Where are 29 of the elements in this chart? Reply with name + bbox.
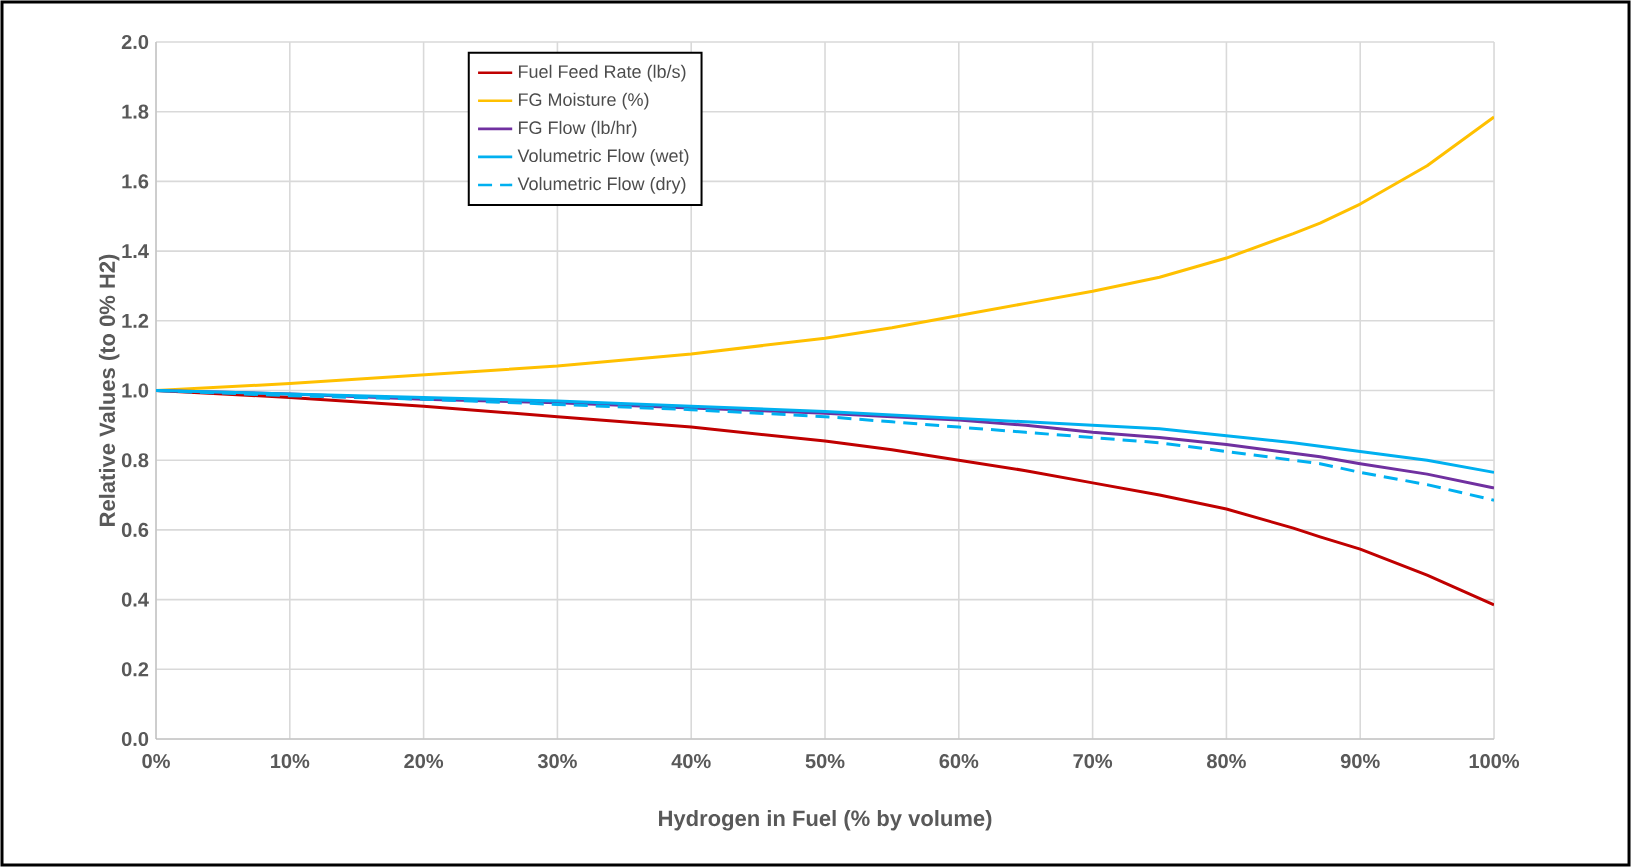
y-tick-label: 2.0: [121, 34, 149, 50]
legend-label: Volumetric Flow (wet): [517, 148, 689, 166]
y-tick-label: 0.2: [121, 662, 149, 677]
y-tick-label: 0.8: [121, 453, 149, 468]
x-tick-label: 80%: [1207, 754, 1246, 769]
x-tick-label: 30%: [537, 754, 577, 769]
x-axis-title: Hydrogen in Fuel (% by volume): [659, 810, 992, 831]
y-tick-label: 1.0: [122, 383, 149, 398]
y-tick-label: 1.6: [122, 174, 149, 189]
legend-label: FG Flow (lb/hr): [518, 120, 637, 138]
y-tick-label: 0.0: [121, 731, 149, 747]
y-tick-label: 1.2: [122, 313, 149, 328]
x-tick-label: 50%: [805, 754, 845, 769]
x-tick-label: 70%: [1073, 754, 1113, 769]
x-tick-label: 60%: [939, 754, 979, 769]
y-tick-label: 1.4: [122, 244, 149, 258]
y-tick-label: 1.8: [122, 104, 149, 119]
x-tick-label: 20%: [404, 754, 444, 769]
x-tick-label: 100%: [1469, 754, 1520, 769]
y-axis-title: Relative Values (to 0% H2): [98, 254, 120, 526]
legend-label: FG Moisture (%): [518, 92, 649, 110]
x-tick-label: 90%: [1340, 754, 1380, 769]
y-tick-label: 0.6: [121, 522, 149, 537]
legend-label: Volumetric Flow (dry): [517, 176, 686, 194]
x-tick-label: 40%: [671, 754, 711, 769]
legend-label: Fuel Feed Rate (lb/s): [518, 64, 686, 82]
y-tick-label: 0.4: [121, 592, 149, 607]
x-tick-label: 10%: [271, 754, 310, 769]
x-tick-label: 0%: [142, 754, 170, 769]
